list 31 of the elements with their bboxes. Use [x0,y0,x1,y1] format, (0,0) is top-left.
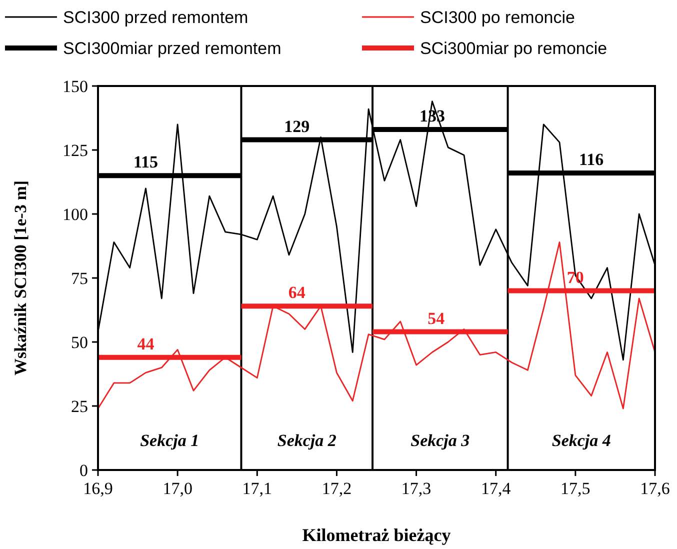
legend-label: SCI300miar przed remontem [63,39,282,58]
legend-label: SCi300miar po remoncie [420,39,608,58]
legend-label: SCI300 przed remontem [63,8,248,27]
data-label: 54 [428,308,446,328]
x-tick-label: 17,5 [560,479,590,498]
x-tick-label: 17,4 [480,479,512,498]
y-tick-label: 25 [71,397,88,416]
annotation: Sekcja 3 [410,431,470,450]
data-label: 64 [288,283,306,302]
x-axis-title: Kilometraż bieżący [302,525,451,545]
data-label: 44 [137,334,155,354]
x-tick-label: 17,1 [242,479,272,498]
legend-label: SCI300 po remoncie [420,8,575,27]
annotation: Sekcja 1 [140,431,200,450]
y-tick-label: 75 [71,269,88,288]
annotation: Sekcja 4 [552,431,611,450]
y-axis-title: Wskaźnik SCI300 [1e-3 m] [11,180,30,376]
y-tick-label: 125 [62,141,88,160]
data-label: 116 [579,150,604,170]
data-label: 115 [133,152,158,172]
y-tick-label: 50 [71,333,88,352]
x-tick-label: 17,3 [401,479,432,498]
y-tick-label: 0 [80,461,88,480]
data-label: 129 [284,116,310,136]
y-tick-label: 150 [62,77,88,96]
x-tick-label: 16,9 [83,479,113,498]
x-tick-label: 17,6 [640,479,670,498]
y-tick-label: 100 [62,205,88,224]
x-tick-label: 17,0 [162,479,192,498]
x-tick-label: 17,2 [322,479,352,498]
annotation: Sekcja 2 [277,431,337,450]
